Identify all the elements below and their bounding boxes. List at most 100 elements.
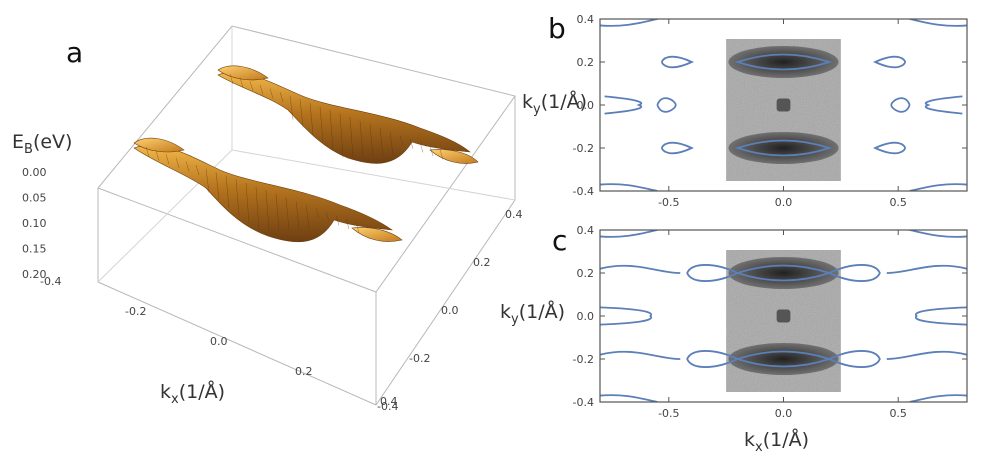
a-z-tick-label: 0.10 bbox=[22, 217, 47, 230]
lobe-left bbox=[686, 264, 739, 282]
arpes-band bbox=[728, 46, 839, 78]
c-xaxis-label: kx(1/Å) bbox=[744, 428, 809, 455]
b-ticks: 0.4 0.2 0.0 -0.2 -0.4 -0.5 0.0 0.5 bbox=[573, 13, 967, 209]
mesh-line bbox=[235, 179, 240, 216]
mesh-line bbox=[349, 117, 354, 158]
mesh-line bbox=[269, 88, 274, 99]
a-x-tick-label: -0.2 bbox=[125, 305, 146, 318]
y-tick-label: 0.4 bbox=[577, 13, 595, 26]
a-x-tick-label: 0.2 bbox=[295, 365, 313, 378]
central-pocket bbox=[734, 139, 833, 157]
mesh-line bbox=[409, 138, 414, 149]
b-arpes-image bbox=[726, 39, 841, 181]
mesh-line bbox=[319, 106, 324, 143]
mesh-line bbox=[145, 146, 150, 158]
edge-contour bbox=[600, 19, 658, 27]
mesh-line bbox=[185, 161, 190, 172]
a-y-tick-label: 0.0 bbox=[441, 304, 459, 317]
x-tick-label: 0.5 bbox=[889, 407, 907, 420]
edge-contour bbox=[909, 230, 967, 238]
panel-b-label: b bbox=[548, 12, 566, 45]
mesh-line bbox=[299, 99, 304, 128]
arpes-center-spot bbox=[776, 98, 791, 112]
mesh-line bbox=[355, 222, 360, 233]
a-y-tick-label: 0.2 bbox=[473, 256, 491, 269]
mesh-line bbox=[295, 200, 300, 230]
edge-contour bbox=[600, 230, 658, 238]
arpes-band bbox=[728, 132, 839, 164]
connected-contour bbox=[600, 264, 681, 274]
a-z-tick-label: 0.00 bbox=[22, 166, 47, 179]
mesh-line bbox=[289, 95, 294, 120]
a-x-ticks: -0.4 -0.2 0.0 0.2 0.4 bbox=[40, 275, 398, 408]
y-tick-label: 0.2 bbox=[577, 56, 595, 69]
c-arpes-image bbox=[726, 250, 841, 392]
x-tick-label: 0.0 bbox=[775, 407, 793, 420]
y-tick-label: -0.4 bbox=[573, 396, 594, 409]
a-y-tick-label: -0.2 bbox=[409, 352, 430, 365]
side-pocket bbox=[661, 141, 694, 155]
mesh-line bbox=[165, 154, 170, 165]
lobe-left bbox=[686, 350, 739, 368]
y-tick-label: -0.2 bbox=[573, 142, 594, 155]
a-x-tick-label: -0.4 bbox=[40, 275, 61, 288]
connected-contour bbox=[886, 264, 967, 274]
edge-contour bbox=[909, 394, 967, 402]
mesh-line bbox=[215, 172, 220, 201]
mesh-line bbox=[175, 157, 180, 168]
a-y-ticks: 0.4 0.2 0.0 -0.2 -0.4 bbox=[377, 208, 523, 413]
mesh-line bbox=[259, 84, 264, 95]
side-pocket bbox=[873, 55, 906, 69]
edge-contour bbox=[909, 183, 967, 191]
mesh-line bbox=[325, 211, 330, 222]
y-tick-label: 0.4 bbox=[577, 224, 595, 237]
a-y-tick-label: -0.4 bbox=[377, 400, 398, 413]
mesh-line bbox=[309, 102, 314, 135]
edge-contour bbox=[909, 19, 967, 27]
mesh-line bbox=[229, 73, 234, 85]
y-tick-label: 0.0 bbox=[577, 99, 595, 112]
side-pocket bbox=[873, 141, 906, 155]
a-y-tick-label: 0.4 bbox=[505, 208, 523, 221]
panel-a: a EB(eV) 0.000.050.100.150.20 -0.4-0.20.… bbox=[12, 25, 587, 413]
central-pocket bbox=[734, 53, 833, 71]
arpes-center-spot bbox=[776, 309, 791, 323]
edge-contour-mid bbox=[924, 95, 963, 115]
mesh-line bbox=[195, 164, 200, 176]
mesh-line bbox=[329, 109, 334, 151]
mesh-line bbox=[369, 124, 374, 157]
mesh-line bbox=[279, 91, 284, 103]
mesh-line bbox=[389, 131, 394, 156]
panel-c-label: c bbox=[552, 224, 567, 257]
mesh-line bbox=[439, 149, 444, 160]
c-contours bbox=[600, 230, 967, 402]
mesh-line bbox=[255, 186, 260, 231]
a-z-tick-label: 0.15 bbox=[22, 243, 47, 256]
edge-contour bbox=[600, 183, 658, 191]
mesh-line bbox=[335, 215, 340, 226]
arpes-band bbox=[728, 257, 839, 289]
connected-contour bbox=[886, 350, 967, 360]
mesh-line bbox=[359, 120, 364, 157]
b-contours bbox=[600, 19, 967, 191]
y-tick-label: 0.0 bbox=[577, 310, 595, 323]
edge-contour bbox=[600, 394, 658, 402]
edge-contour-mid bbox=[604, 95, 643, 115]
mesh-line bbox=[419, 142, 424, 153]
a-z-tick-label: 0.20 bbox=[22, 268, 47, 281]
y-tick-label: 0.2 bbox=[577, 267, 595, 280]
a-z-tick-label: 0.05 bbox=[22, 192, 47, 205]
band-surface-back bbox=[217, 65, 479, 164]
panel-c: c 0.4 0.2 0.0 -0.2 -0.4 -0.5 0.0 0.5 kx(1/Å) bbox=[552, 224, 968, 455]
c-ticks: 0.4 0.2 0.0 -0.2 -0.4 -0.5 0.0 0.5 bbox=[573, 224, 967, 420]
mesh-line bbox=[155, 150, 160, 161]
edge-contour-mid bbox=[600, 306, 653, 326]
box-frame bbox=[97, 25, 516, 406]
zaxis-label: EB(eV) bbox=[12, 131, 72, 157]
panel-b: b 0.4 0.2 0.0 -0.2 -0.4 -0.5 0.0 0.5 bbox=[548, 12, 968, 209]
mesh-line bbox=[285, 197, 290, 230]
lobe-right bbox=[828, 264, 881, 282]
lobe-right bbox=[828, 350, 881, 368]
mesh-line bbox=[429, 145, 434, 157]
x-tick-label: -0.5 bbox=[658, 407, 679, 420]
